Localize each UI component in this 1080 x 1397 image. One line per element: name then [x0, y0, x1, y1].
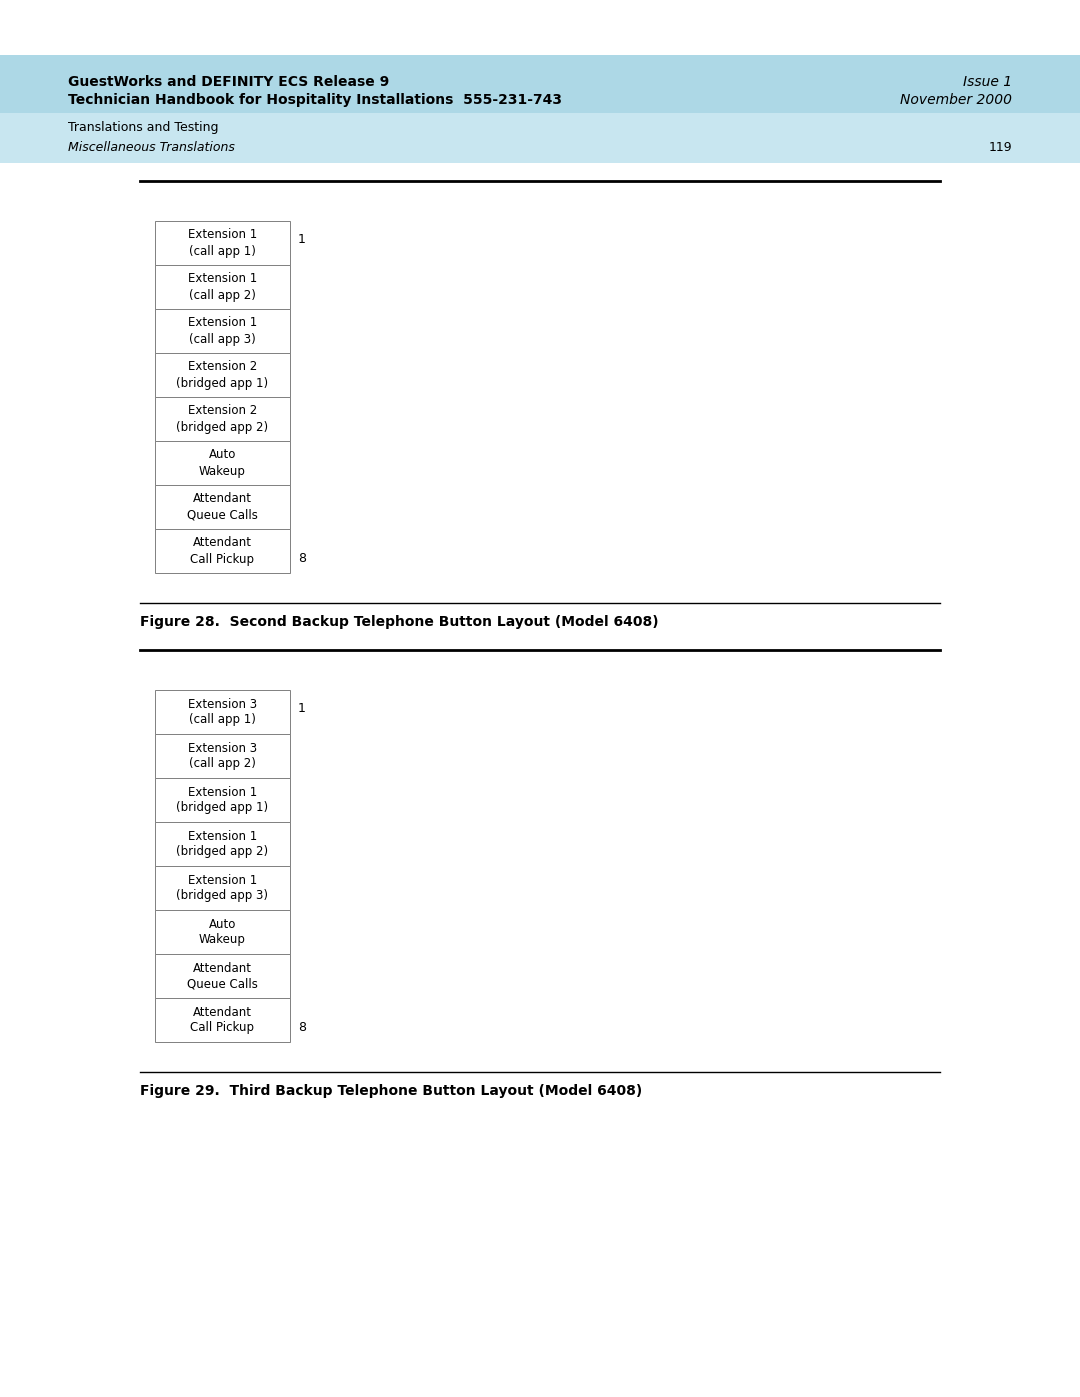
Bar [156, 309, 291, 353]
Text: Extension 1
(bridged app 2): Extension 1 (bridged app 2) [176, 830, 269, 859]
Bar [156, 485, 291, 529]
Text: Extension 1
(bridged app 3): Extension 1 (bridged app 3) [176, 873, 269, 902]
Text: Technician Handbook for Hospitality Installations  555-231-743: Technician Handbook for Hospitality Inst… [68, 94, 562, 108]
Text: Extension 3
(call app 1): Extension 3 (call app 1) [188, 697, 257, 726]
Text: 1: 1 [298, 233, 306, 246]
Text: Extension 2
(bridged app 2): Extension 2 (bridged app 2) [176, 405, 269, 433]
Bar [156, 529, 291, 573]
Bar [156, 866, 291, 909]
Bar [156, 265, 291, 309]
Text: Extension 2
(bridged app 1): Extension 2 (bridged app 1) [176, 360, 269, 390]
Text: 119: 119 [988, 141, 1012, 154]
Text: Attendant
Queue Calls: Attendant Queue Calls [187, 961, 258, 990]
Text: Extension 1
(bridged app 1): Extension 1 (bridged app 1) [176, 785, 269, 814]
Text: 8: 8 [298, 1021, 306, 1034]
Bar [0, 113, 1080, 163]
Text: Extension 1
(call app 2): Extension 1 (call app 2) [188, 272, 257, 302]
Text: Translations and Testing: Translations and Testing [68, 122, 218, 134]
Bar [156, 778, 291, 821]
Text: Miscellaneous Translations: Miscellaneous Translations [68, 141, 234, 154]
Text: Figure 28.  Second Backup Telephone Button Layout (Model 6408): Figure 28. Second Backup Telephone Butto… [140, 615, 659, 629]
Text: Extension 1
(call app 3): Extension 1 (call app 3) [188, 317, 257, 345]
Bar [156, 441, 291, 485]
Text: Attendant
Call Pickup: Attendant Call Pickup [190, 536, 255, 566]
Text: Issue 1: Issue 1 [963, 75, 1012, 89]
Bar [156, 733, 291, 778]
Text: 8: 8 [298, 552, 306, 564]
Text: Auto
Wakeup: Auto Wakeup [199, 918, 246, 947]
Bar [156, 909, 291, 954]
Text: Attendant
Call Pickup: Attendant Call Pickup [190, 1006, 255, 1035]
Text: Extension 1
(call app 1): Extension 1 (call app 1) [188, 229, 257, 257]
Bar [156, 353, 291, 397]
Bar [156, 997, 291, 1042]
Text: Auto
Wakeup: Auto Wakeup [199, 448, 246, 478]
Bar [156, 690, 291, 733]
Bar [156, 397, 291, 441]
Text: Attendant
Queue Calls: Attendant Queue Calls [187, 493, 258, 521]
Bar [156, 221, 291, 265]
Bar [156, 821, 291, 866]
Bar [156, 954, 291, 997]
Text: Extension 3
(call app 2): Extension 3 (call app 2) [188, 742, 257, 771]
Text: Figure 29.  Third Backup Telephone Button Layout (Model 6408): Figure 29. Third Backup Telephone Button… [140, 1084, 643, 1098]
Text: November 2000: November 2000 [900, 94, 1012, 108]
Text: 1: 1 [298, 703, 306, 715]
Bar [0, 54, 1080, 113]
Text: GuestWorks and DEFINITY ECS Release 9: GuestWorks and DEFINITY ECS Release 9 [68, 75, 389, 89]
